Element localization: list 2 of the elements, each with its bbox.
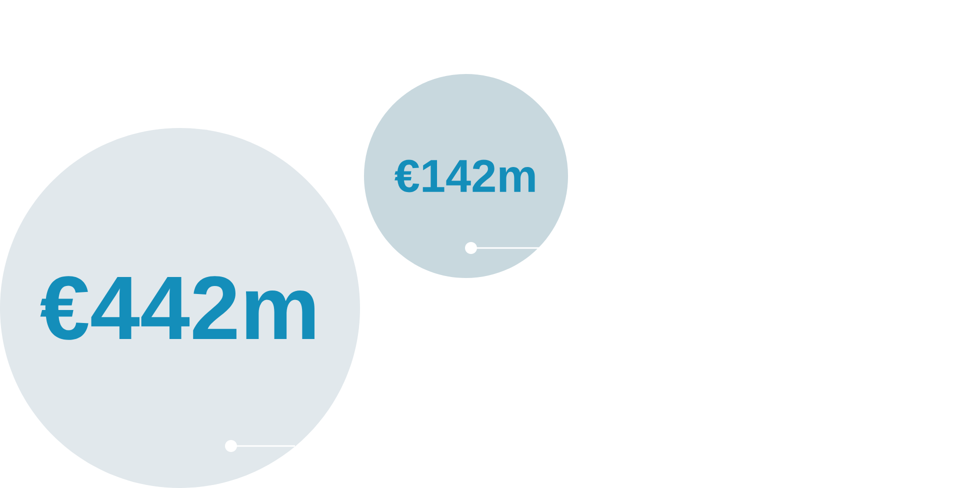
data-label: €442m	[40, 276, 314, 340]
data-label: €142m	[394, 160, 535, 192]
